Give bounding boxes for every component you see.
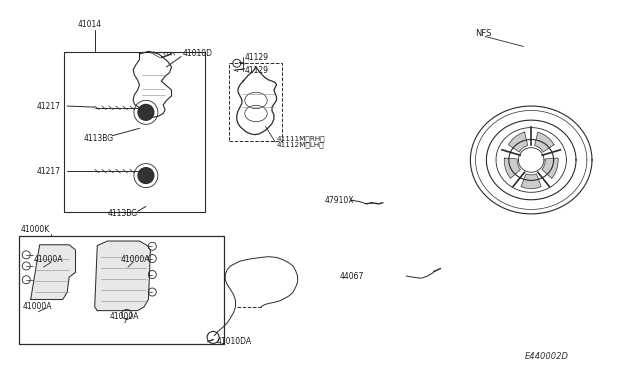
Polygon shape: [95, 241, 150, 311]
Text: NFS: NFS: [475, 29, 492, 38]
Text: 41000A: 41000A: [33, 255, 63, 264]
Bar: [19, 236, 224, 344]
Circle shape: [138, 167, 154, 184]
Polygon shape: [508, 132, 528, 152]
Text: 41010DA: 41010DA: [216, 337, 252, 346]
Text: 4113BG: 4113BG: [108, 209, 138, 218]
Text: 41217: 41217: [37, 102, 61, 110]
Bar: [229, 63, 282, 141]
Circle shape: [138, 104, 154, 121]
Text: 41112M〈LH〉: 41112M〈LH〉: [276, 142, 324, 148]
Text: 41000A: 41000A: [110, 312, 140, 321]
Text: E440002D: E440002D: [525, 352, 569, 361]
Bar: [64, 52, 205, 212]
Text: 41111M〈RH〉: 41111M〈RH〉: [276, 135, 325, 142]
Text: 41000A: 41000A: [22, 302, 52, 311]
Text: 41217: 41217: [37, 167, 61, 176]
Polygon shape: [534, 132, 554, 152]
Text: 47910X: 47910X: [325, 196, 355, 205]
Polygon shape: [31, 245, 76, 299]
Text: 4113BG: 4113BG: [83, 134, 113, 143]
Text: 41010D: 41010D: [182, 49, 212, 58]
Text: 41129: 41129: [244, 66, 269, 75]
Polygon shape: [504, 158, 520, 178]
Text: 41129: 41129: [244, 53, 269, 62]
Text: 41014: 41014: [77, 20, 102, 29]
Text: 41000A: 41000A: [120, 255, 150, 264]
Text: 44067: 44067: [339, 272, 364, 280]
Polygon shape: [542, 158, 558, 178]
Text: 41000K: 41000K: [21, 225, 51, 234]
Polygon shape: [521, 174, 541, 189]
